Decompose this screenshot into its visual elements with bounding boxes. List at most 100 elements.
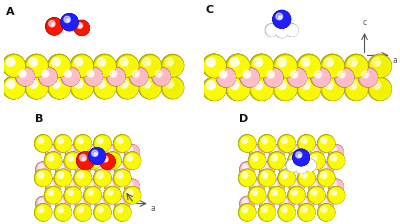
Circle shape — [164, 56, 183, 76]
Circle shape — [63, 69, 79, 85]
Circle shape — [335, 68, 354, 87]
Circle shape — [258, 204, 275, 221]
Circle shape — [297, 78, 320, 100]
Circle shape — [239, 205, 255, 220]
Circle shape — [299, 196, 314, 211]
Circle shape — [244, 209, 247, 212]
Circle shape — [250, 145, 264, 159]
Circle shape — [86, 180, 99, 193]
Circle shape — [299, 162, 314, 177]
Circle shape — [266, 24, 278, 36]
Circle shape — [203, 78, 226, 100]
Circle shape — [298, 55, 320, 77]
Circle shape — [274, 78, 296, 100]
Circle shape — [369, 55, 391, 77]
Circle shape — [164, 78, 183, 98]
Circle shape — [124, 187, 140, 203]
Circle shape — [241, 198, 254, 210]
Circle shape — [240, 68, 259, 87]
Circle shape — [252, 189, 258, 196]
Circle shape — [302, 164, 307, 170]
Circle shape — [309, 179, 324, 194]
Circle shape — [290, 180, 304, 193]
Circle shape — [345, 55, 367, 77]
Circle shape — [286, 159, 298, 171]
Circle shape — [239, 170, 256, 186]
Circle shape — [293, 149, 309, 166]
Circle shape — [322, 56, 344, 77]
Circle shape — [94, 204, 111, 221]
Circle shape — [251, 146, 264, 159]
Circle shape — [226, 54, 249, 78]
Circle shape — [216, 68, 236, 87]
Circle shape — [117, 77, 138, 98]
Circle shape — [140, 55, 160, 76]
Circle shape — [280, 162, 294, 177]
Circle shape — [240, 170, 255, 186]
Circle shape — [120, 80, 128, 88]
Circle shape — [260, 162, 274, 176]
Circle shape — [45, 152, 61, 169]
Circle shape — [90, 73, 93, 76]
Circle shape — [288, 161, 293, 166]
Circle shape — [305, 84, 309, 88]
Circle shape — [94, 78, 115, 98]
Circle shape — [352, 84, 356, 88]
Circle shape — [73, 56, 92, 76]
Circle shape — [205, 79, 225, 99]
Circle shape — [294, 150, 309, 165]
Circle shape — [61, 67, 80, 86]
Circle shape — [304, 159, 316, 171]
Circle shape — [139, 77, 161, 99]
Circle shape — [25, 54, 48, 77]
Circle shape — [115, 136, 130, 151]
Circle shape — [70, 157, 73, 160]
Circle shape — [26, 55, 47, 76]
Circle shape — [48, 189, 54, 196]
Circle shape — [204, 78, 225, 100]
Circle shape — [290, 179, 304, 194]
Circle shape — [72, 78, 92, 98]
Circle shape — [251, 180, 264, 193]
Circle shape — [130, 68, 148, 86]
Circle shape — [139, 55, 161, 76]
Circle shape — [280, 197, 294, 211]
Circle shape — [168, 61, 172, 65]
Circle shape — [310, 146, 323, 159]
Circle shape — [158, 73, 161, 76]
Circle shape — [268, 187, 285, 203]
Circle shape — [305, 160, 316, 171]
Circle shape — [76, 171, 90, 185]
Circle shape — [282, 199, 287, 204]
Circle shape — [95, 205, 110, 220]
Circle shape — [280, 197, 294, 211]
Circle shape — [80, 155, 86, 161]
Circle shape — [22, 73, 25, 76]
Circle shape — [309, 187, 324, 203]
Circle shape — [38, 138, 44, 144]
Circle shape — [118, 78, 138, 98]
Circle shape — [308, 153, 324, 169]
Circle shape — [280, 205, 294, 220]
Circle shape — [297, 163, 302, 168]
Circle shape — [288, 152, 305, 169]
Circle shape — [110, 184, 112, 186]
Circle shape — [284, 166, 287, 169]
Circle shape — [47, 146, 60, 159]
Circle shape — [301, 172, 307, 178]
Circle shape — [25, 54, 48, 77]
Circle shape — [265, 69, 282, 86]
Circle shape — [244, 140, 247, 143]
Circle shape — [251, 146, 264, 159]
Circle shape — [50, 157, 53, 160]
Circle shape — [300, 198, 313, 210]
Circle shape — [120, 166, 122, 169]
Circle shape — [299, 205, 314, 220]
Circle shape — [328, 152, 344, 169]
Circle shape — [290, 145, 304, 159]
Circle shape — [274, 55, 296, 77]
Circle shape — [74, 135, 91, 152]
Circle shape — [5, 78, 24, 98]
Circle shape — [358, 68, 377, 87]
Circle shape — [274, 11, 290, 28]
